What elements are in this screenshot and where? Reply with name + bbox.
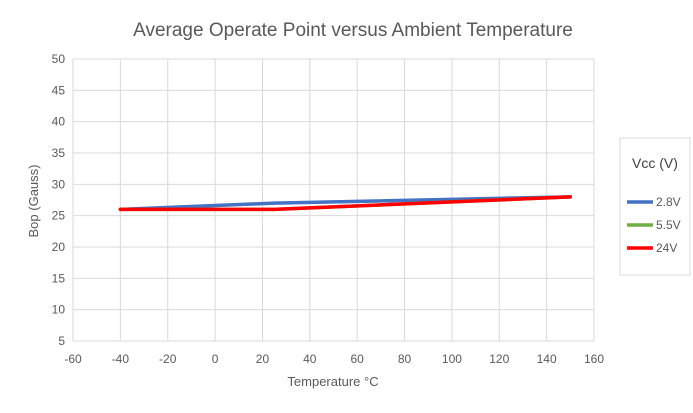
x-axis-label: Temperature °C [287,374,378,389]
legend-label-5-5v: 5.5V [656,218,681,232]
x-tick-label: 100 [442,352,462,366]
y-axis-ticks: 5 10 15 20 25 30 35 40 45 50 [52,52,66,348]
y-tick-label: 5 [58,334,65,348]
x-tick-label: -20 [159,352,177,366]
x-tick-label: 40 [303,352,317,366]
y-tick-label: 40 [52,115,66,129]
x-tick-label: -60 [64,352,82,366]
series-line-2-8v [118,195,573,212]
x-tick-label: 60 [351,352,365,366]
y-tick-label: 30 [52,177,66,191]
x-tick-label: 80 [398,352,412,366]
y-tick-label: 20 [52,240,66,254]
x-tick-label: 140 [537,352,557,366]
legend-label-2-8v: 2.8V [656,195,681,209]
legend-items: 2.8V 5.5V 24V [627,195,681,255]
x-axis-ticks: -60 -40 -20 0 20 40 60 80 100 120 140 160 [64,352,604,366]
y-tick-label: 10 [52,303,66,317]
series-lines [118,195,573,212]
series-line-24v [118,195,573,212]
y-axis-label: Bop (Gauss) [26,165,41,238]
y-tick-label: 15 [52,271,66,285]
x-tick-label: 0 [212,352,219,366]
y-tick-label: 25 [52,209,66,223]
y-tick-label: 35 [52,146,66,160]
legend: Vcc (V) 2.8V 5.5V 24V [619,137,691,276]
x-tick-label: 20 [256,352,270,366]
legend-label-24v: 24V [656,241,677,255]
x-tick-label: 120 [489,352,509,366]
x-tick-label: 160 [584,352,604,366]
legend-title: Vcc (V) [632,155,678,171]
legend-box [619,137,691,276]
x-tick-label: -40 [112,352,130,366]
chart-title: Average Operate Point versus Ambient Tem… [133,20,573,41]
y-tick-label: 45 [52,83,66,97]
y-tick-label: 50 [52,52,66,66]
